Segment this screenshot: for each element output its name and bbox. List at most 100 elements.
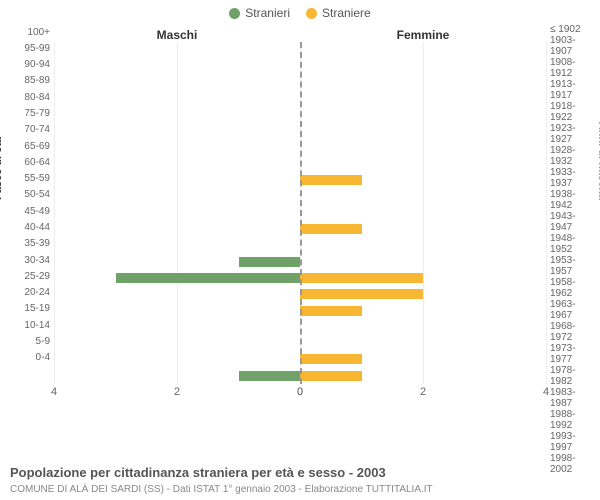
female-bar: [300, 224, 362, 234]
bar-row: [300, 319, 546, 335]
birth-label: 1943-1947: [550, 211, 594, 233]
birth-label: 1938-1942: [550, 189, 594, 211]
age-label: 10-14: [6, 317, 50, 333]
birth-label: 1998-2002: [550, 453, 594, 475]
birth-label: 1908-1912: [550, 57, 594, 79]
bar-row: [54, 351, 300, 367]
female-panel: 024: [300, 42, 546, 402]
age-label: 5-9: [6, 333, 50, 349]
birth-label: 1903-1907: [550, 35, 594, 57]
age-label: 35-39: [6, 236, 50, 252]
legend: Stranieri Straniere: [0, 0, 600, 20]
bar-row: [54, 123, 300, 139]
bar-row: [300, 368, 546, 384]
bar-row: [300, 123, 546, 139]
legend-label-male: Stranieri: [245, 6, 290, 20]
bar-row: [300, 254, 546, 270]
female-bar: [300, 354, 362, 364]
bar-row: [300, 270, 546, 286]
birth-label: 1923-1927: [550, 123, 594, 145]
birth-label: 1928-1932: [550, 145, 594, 167]
bar-row: [54, 42, 300, 58]
bar-row: [300, 351, 546, 367]
birth-label: ≤ 1902: [550, 24, 594, 35]
age-label: 55-59: [6, 171, 50, 187]
y-axis-title-left: Fasce di età: [0, 137, 4, 200]
bar-row: [300, 286, 546, 302]
age-label: 20-24: [6, 285, 50, 301]
bar-row: [300, 172, 546, 188]
bar-row: [54, 172, 300, 188]
age-label: 95-99: [6, 40, 50, 56]
age-label: 50-54: [6, 187, 50, 203]
y-axis-title-right: Anni di nascita: [596, 122, 600, 200]
bar-row: [300, 156, 546, 172]
age-label: 70-74: [6, 122, 50, 138]
bar-row: [54, 303, 300, 319]
birth-label: 1948-1952: [550, 233, 594, 255]
legend-swatch-male: [229, 8, 240, 19]
birth-label: 1918-1922: [550, 101, 594, 123]
age-label: 15-19: [6, 301, 50, 317]
birth-label: 1953-1957: [550, 255, 594, 277]
legend-label-female: Straniere: [322, 6, 371, 20]
y-labels-birth: ≤ 19021903-19071908-19121913-19171918-19…: [550, 24, 594, 366]
bar-row: [54, 189, 300, 205]
panel-titles: Maschi Femmine: [54, 28, 546, 42]
birth-label: 1963-1967: [550, 299, 594, 321]
age-label: 80-84: [6, 89, 50, 105]
chart-caption: Popolazione per cittadinanza straniera p…: [10, 465, 386, 480]
bar-row: [300, 107, 546, 123]
age-label: 45-49: [6, 203, 50, 219]
bar-row: [54, 91, 300, 107]
female-bar: [300, 175, 362, 185]
x-tick-label: 4: [51, 386, 57, 398]
bar-row: [54, 75, 300, 91]
legend-item-male: Stranieri: [229, 6, 290, 20]
bar-row: [300, 335, 546, 351]
bar-row: [300, 205, 546, 221]
bar-row: [54, 335, 300, 351]
bar-row: [54, 286, 300, 302]
bar-row: [54, 58, 300, 74]
bar-row: [54, 221, 300, 237]
bar-row: [300, 237, 546, 253]
birth-label: 1988-1992: [550, 409, 594, 431]
female-bar: [300, 306, 362, 316]
panel-title-male: Maschi: [54, 28, 300, 42]
age-label: 0-4: [6, 350, 50, 366]
age-label: 75-79: [6, 105, 50, 121]
birth-label: 1968-1972: [550, 321, 594, 343]
male-bar: [116, 273, 301, 283]
bar-row: [300, 221, 546, 237]
x-tick-label: 4: [543, 386, 549, 398]
age-label: 60-64: [6, 154, 50, 170]
age-label: 65-69: [6, 138, 50, 154]
bar-row: [300, 189, 546, 205]
bar-row: [54, 205, 300, 221]
chart-area: Maschi Femmine 024 024: [54, 28, 546, 428]
bar-row: [300, 140, 546, 156]
age-label: 30-34: [6, 252, 50, 268]
bar-row: [54, 368, 300, 384]
bar-row: [300, 91, 546, 107]
age-label: 85-89: [6, 73, 50, 89]
age-label: 40-44: [6, 219, 50, 235]
birth-label: 1973-1977: [550, 343, 594, 365]
plot: 024 024: [54, 42, 546, 402]
bar-row: [300, 58, 546, 74]
bar-row: [54, 270, 300, 286]
female-bar: [300, 273, 423, 283]
male-bar: [239, 257, 301, 267]
bar-row: [300, 75, 546, 91]
age-label: 25-29: [6, 268, 50, 284]
age-label: 100+: [6, 24, 50, 40]
bar-row: [54, 254, 300, 270]
male-bar: [239, 371, 301, 381]
gridline: [546, 42, 547, 384]
bar-row: [54, 107, 300, 123]
x-tick-label: 0: [297, 386, 303, 398]
birth-label: 1913-1917: [550, 79, 594, 101]
legend-swatch-female: [306, 8, 317, 19]
birth-label: 1983-1987: [550, 387, 594, 409]
